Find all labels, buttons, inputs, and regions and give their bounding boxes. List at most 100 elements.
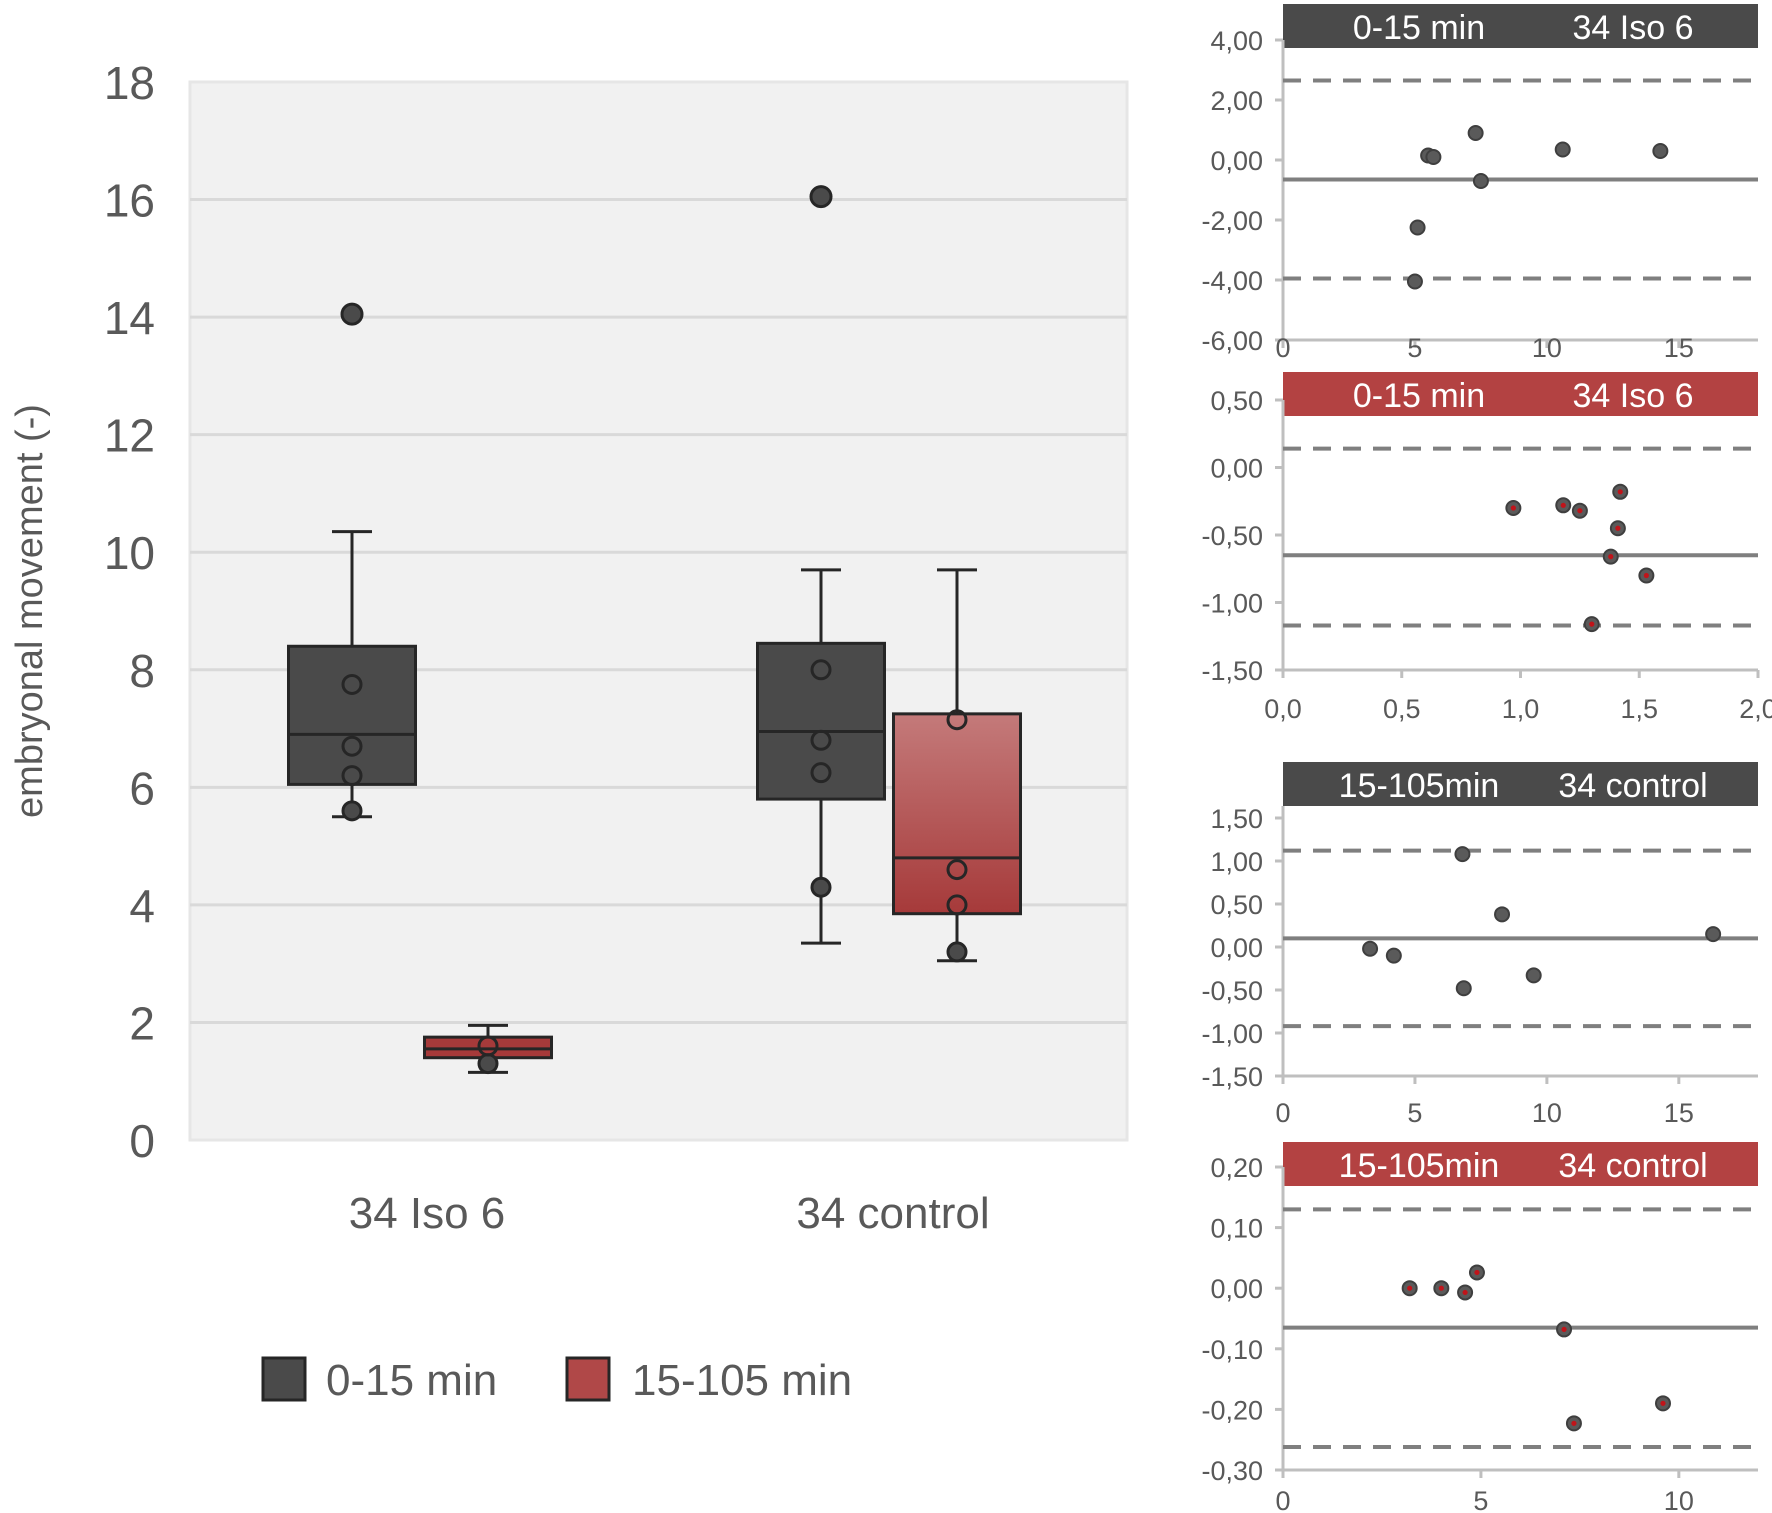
panel-2: 0-15 min 34 Iso 6 -1,50 -1,00 -0,50 0,00 0,50 0… xyxy=(1201,372,1772,724)
box-red xyxy=(423,1023,553,1075)
x-tick-label: 10 xyxy=(1532,1098,1562,1128)
data-point xyxy=(477,1035,499,1057)
x-tick-label: 5 xyxy=(1407,333,1422,363)
x-tick-label: 5 xyxy=(1473,1486,1488,1513)
data-point xyxy=(810,876,832,898)
scatter-point xyxy=(1472,173,1489,189)
legend-swatch-red xyxy=(565,1356,611,1402)
y-tick-label: 0,20 xyxy=(1210,1153,1263,1183)
scatter-point-center xyxy=(1561,1326,1567,1333)
data-point xyxy=(477,1053,499,1075)
x-tick-label: 15 xyxy=(1664,333,1694,363)
scatter-point xyxy=(1425,149,1442,165)
panel-header-right: 34 Iso 6 xyxy=(1573,377,1694,415)
x-tick-label: 5 xyxy=(1407,1098,1422,1128)
panel-header xyxy=(1283,372,1758,416)
panel-header xyxy=(1283,1142,1758,1186)
y-tick-label: 0,10 xyxy=(1210,1214,1263,1244)
y-tick-label: -1,00 xyxy=(1201,1019,1263,1049)
x-tick-label: 0 xyxy=(1275,333,1290,363)
y-tick-label: -1,50 xyxy=(1201,1062,1263,1092)
y-tick-label: -4,00 xyxy=(1201,266,1263,296)
y-tick-label: 2 xyxy=(129,997,155,1049)
outlier-point xyxy=(340,302,364,326)
y-tick-label: -2,00 xyxy=(1201,206,1263,236)
scatter-point xyxy=(1454,846,1471,863)
y-tick-label: 16 xyxy=(104,175,155,227)
box-iqr xyxy=(756,641,886,801)
y-tick-labels: 0 2 4 6 8 10 12 14 16 18 xyxy=(104,57,155,1167)
scatter-point xyxy=(1385,947,1402,964)
y-tick-label: -0,50 xyxy=(1201,976,1263,1006)
scatter-point xyxy=(1525,967,1542,984)
plot-area xyxy=(188,80,1129,1142)
box-plot-chart: 0 2 4 6 8 10 12 14 16 18 embryonal movement (-) 3… xyxy=(9,57,1129,1405)
data-point xyxy=(341,673,363,695)
panel-1: 0-15 min 34 Iso 6 -6,00 -4,00 -2,00 0,00 2,00 4… xyxy=(1201,4,1758,363)
scatter-point-center xyxy=(1608,554,1614,560)
scatter-point xyxy=(1409,219,1426,236)
box-dark xyxy=(756,185,886,945)
scatter-point-center xyxy=(1407,1285,1413,1291)
data-point xyxy=(946,859,968,881)
x-tick-label: 0,0 xyxy=(1264,694,1302,724)
x-tick-label: 10 xyxy=(1532,333,1562,363)
legend-label: 15-105 min xyxy=(632,1356,852,1405)
box-red xyxy=(892,568,1022,963)
y-tick-label: 10 xyxy=(104,527,155,579)
legend-swatch-dark xyxy=(261,1356,307,1402)
y-tick-label: 0,00 xyxy=(1210,146,1263,176)
y-tick-label: 4,00 xyxy=(1210,26,1263,56)
panel-header-left: 15-105min xyxy=(1339,767,1500,805)
panel-header-left: 15-105min xyxy=(1339,1147,1500,1185)
y-tick-label: 0 xyxy=(129,1115,155,1167)
data-point xyxy=(341,800,363,822)
y-tick-label: 0,00 xyxy=(1210,1274,1263,1304)
x-tick-label: 10 xyxy=(1664,1486,1694,1513)
data-point xyxy=(341,735,363,757)
y-tick-label: 1,50 xyxy=(1210,804,1263,834)
legend: 0-15 min 15-105 min xyxy=(261,1356,852,1405)
box-iqr xyxy=(287,644,417,786)
panel-header-left: 0-15 min xyxy=(1353,9,1485,47)
x-tick-label: 0 xyxy=(1275,1486,1290,1513)
category-label: 34 Iso 6 xyxy=(349,1189,506,1238)
scatter-point xyxy=(1652,143,1669,159)
panel-4: 15-105min 34 control -0,30 -0,20 -0,10 0,00 0,… xyxy=(1201,1142,1758,1513)
scatter-point-center xyxy=(1643,572,1649,579)
scatter-point xyxy=(1494,906,1511,923)
y-tick-label: 12 xyxy=(104,410,155,462)
x-tick-label: 1,5 xyxy=(1620,694,1658,724)
scatter-point-center xyxy=(1438,1285,1444,1291)
data-point xyxy=(946,709,968,731)
scatter-point xyxy=(1455,980,1472,997)
y-tick-label: 14 xyxy=(104,292,155,344)
panel-header-right: 34 control xyxy=(1558,767,1707,805)
bland-altman-panels: 0-15 min 34 Iso 6-6,00-4,00-2,000,002,004… xyxy=(1201,4,1772,1513)
data-point xyxy=(810,659,832,681)
y-tick-label: 0,00 xyxy=(1210,933,1263,963)
y-tick-label: 8 xyxy=(129,645,155,697)
scatter-point-center xyxy=(1615,525,1621,531)
data-point xyxy=(946,941,968,963)
x-tick-label: 1,0 xyxy=(1502,694,1540,724)
data-point xyxy=(946,894,968,916)
y-tick-label: 0,00 xyxy=(1210,454,1263,484)
panel-header-right: 34 control xyxy=(1558,1147,1707,1185)
y-tick-label: -6,00 xyxy=(1201,326,1263,356)
box-iqr xyxy=(892,712,1022,916)
x-tick-label: 0 xyxy=(1275,1098,1290,1128)
box-series xyxy=(287,185,1022,1075)
y-tick-label: 1,00 xyxy=(1210,847,1263,877)
scatter-point-center xyxy=(1560,502,1566,508)
scatter-point xyxy=(1705,926,1722,943)
y-tick-label: -0,30 xyxy=(1201,1456,1263,1486)
data-point xyxy=(810,762,832,784)
scatter-point-center xyxy=(1510,505,1516,511)
scatter-point xyxy=(1554,141,1571,158)
box-dark xyxy=(287,302,417,822)
scatter-point-center xyxy=(1571,1420,1577,1426)
scatter-point-center xyxy=(1577,508,1583,514)
legend-label: 0-15 min xyxy=(326,1356,497,1405)
